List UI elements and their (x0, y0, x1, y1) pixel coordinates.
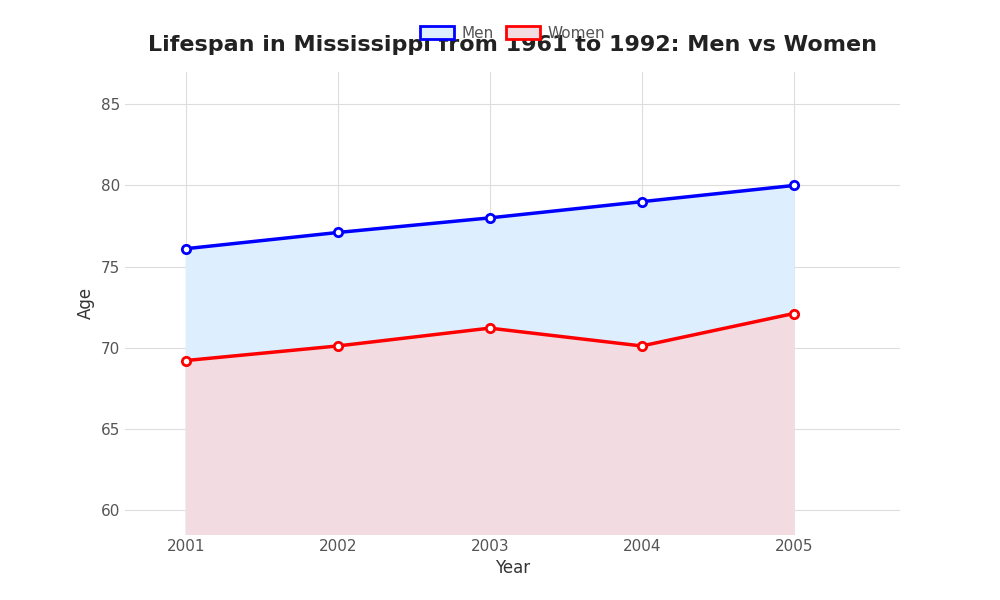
Title: Lifespan in Mississippi from 1961 to 1992: Men vs Women: Lifespan in Mississippi from 1961 to 199… (148, 35, 877, 55)
Legend: Men, Women: Men, Women (414, 20, 611, 47)
X-axis label: Year: Year (495, 559, 530, 577)
Y-axis label: Age: Age (77, 287, 95, 319)
